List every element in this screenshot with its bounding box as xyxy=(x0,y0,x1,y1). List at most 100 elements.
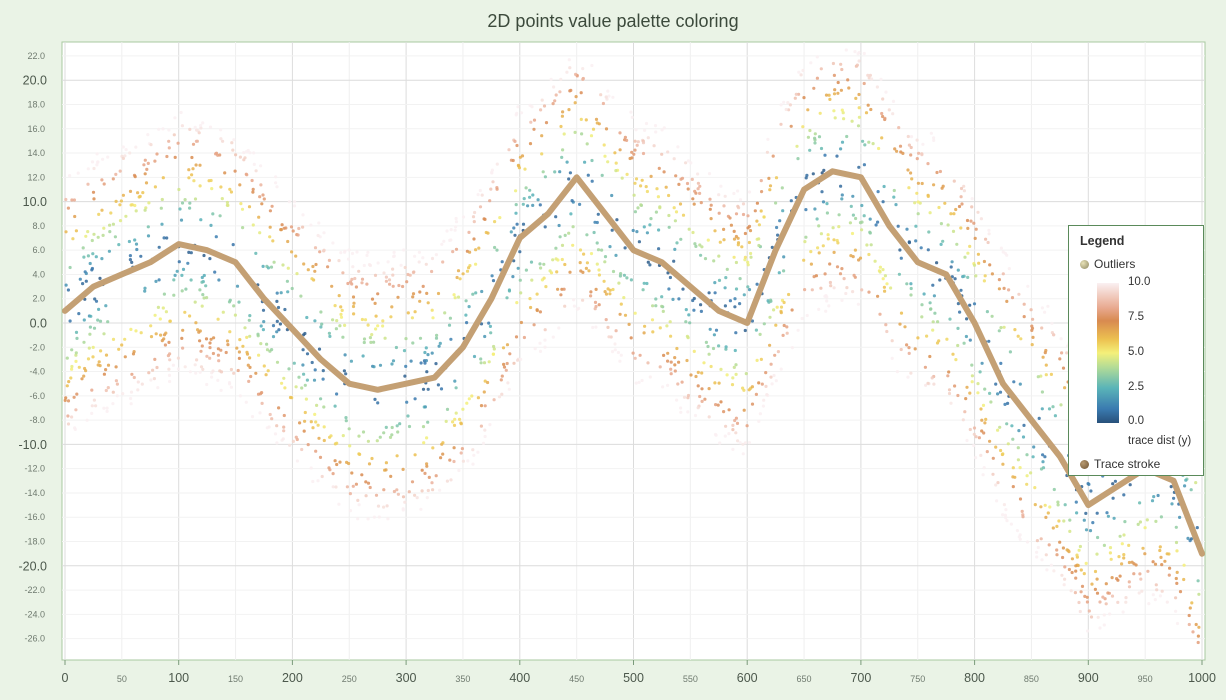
scatter-point xyxy=(193,197,198,201)
scatter-point xyxy=(226,203,230,207)
scatter-point xyxy=(657,247,661,251)
scatter-point xyxy=(91,252,95,256)
scatter-point xyxy=(138,194,142,198)
scatter-point xyxy=(673,363,677,367)
scatter-point xyxy=(161,176,165,180)
scatter-point xyxy=(406,272,410,277)
scatter-point xyxy=(1105,511,1109,515)
scatter-point xyxy=(129,203,133,207)
scatter-point xyxy=(423,405,427,409)
scatter-point xyxy=(995,499,999,503)
scatter-point xyxy=(181,328,185,332)
scatter-point xyxy=(1070,557,1074,561)
x-tick-label-minor: 850 xyxy=(1024,674,1039,684)
scatter-point xyxy=(602,279,606,283)
scatter-point xyxy=(619,353,623,357)
scatter-point xyxy=(348,444,352,448)
scatter-point xyxy=(871,142,875,146)
scatter-point xyxy=(1068,518,1072,522)
scatter-point xyxy=(825,299,829,303)
scatter-point xyxy=(692,349,696,353)
scatter-point xyxy=(638,353,642,357)
scatter-point xyxy=(916,212,920,216)
scatter-point xyxy=(339,312,343,316)
scatter-point xyxy=(1006,442,1010,446)
scatter-point xyxy=(445,407,450,411)
scatter-point xyxy=(127,239,131,244)
scatter-point xyxy=(590,179,594,183)
scatter-point xyxy=(687,313,691,317)
scatter-point xyxy=(360,277,365,281)
scatter-point xyxy=(492,398,496,402)
scatter-point xyxy=(248,151,252,155)
scatter-point xyxy=(121,145,125,149)
scatter-point xyxy=(929,307,933,311)
legend-item-outliers[interactable]: Outliers xyxy=(1080,257,1135,271)
scatter-point xyxy=(840,193,844,197)
scatter-point xyxy=(229,190,233,194)
scatter-point xyxy=(556,287,560,291)
legend[interactable]: Legend Outliers 10.0 7.5 5.0 2.5 0.0 tra… xyxy=(1068,225,1204,476)
scatter-point xyxy=(350,277,354,281)
scatter-point xyxy=(398,422,402,426)
legend-item-trace-stroke[interactable]: Trace stroke xyxy=(1080,457,1160,471)
scatter-point xyxy=(757,381,761,385)
scatter-point xyxy=(760,190,764,194)
scatter-point xyxy=(99,349,103,353)
scatter-point xyxy=(595,121,599,125)
scatter-point xyxy=(421,256,425,260)
scatter-point xyxy=(407,424,412,429)
scatter-point xyxy=(856,124,861,128)
scatter-point xyxy=(840,140,845,144)
scatter-point xyxy=(1016,446,1020,450)
scatter-point xyxy=(857,59,861,63)
scatter-point xyxy=(648,375,652,379)
scatter-point xyxy=(92,197,96,201)
x-tick-label: 100 xyxy=(168,671,189,685)
scatter-point xyxy=(613,151,617,155)
scatter-point xyxy=(803,240,807,244)
scatter-point xyxy=(528,142,533,146)
scatter-point xyxy=(920,181,924,186)
scatter-point xyxy=(575,307,580,311)
scatter-point xyxy=(997,329,1001,333)
scatter-point xyxy=(815,76,820,80)
scatter-point xyxy=(165,154,169,159)
scatter-point xyxy=(493,245,497,250)
scatter-point xyxy=(770,245,774,249)
scatter-point xyxy=(467,266,471,270)
scatter-point xyxy=(436,291,441,296)
scatter-point xyxy=(366,517,370,521)
scatter-point xyxy=(1174,576,1178,581)
scatter-point xyxy=(461,272,465,276)
scatter-point xyxy=(540,98,544,102)
scatter-point xyxy=(669,372,673,376)
scatter-point xyxy=(1158,594,1162,598)
scatter-point xyxy=(959,226,963,230)
scatter-point xyxy=(1025,453,1029,457)
scatter-point xyxy=(672,157,676,161)
scatter-point xyxy=(856,302,861,306)
scatter-point xyxy=(760,382,764,386)
scatter-point xyxy=(584,266,589,270)
scatter-point xyxy=(504,368,508,372)
scatter-point xyxy=(131,352,136,356)
scatter-point xyxy=(1015,529,1020,533)
scatter-point xyxy=(648,223,652,227)
scatter-point xyxy=(744,372,748,376)
scatter-point xyxy=(998,390,1003,394)
scatter-point xyxy=(344,372,348,376)
scatter-point xyxy=(989,400,993,404)
scatter-point xyxy=(88,325,92,329)
scatter-point xyxy=(159,206,163,210)
scatter-point xyxy=(348,492,352,496)
scatter-point xyxy=(1080,584,1085,589)
scatter-point xyxy=(787,292,791,297)
scatter-point xyxy=(631,351,635,355)
scatter-point xyxy=(946,374,950,378)
scatter-point xyxy=(551,335,555,339)
scatter-point xyxy=(1160,563,1164,567)
scatter-point xyxy=(743,328,747,333)
scatter-point xyxy=(674,174,678,178)
